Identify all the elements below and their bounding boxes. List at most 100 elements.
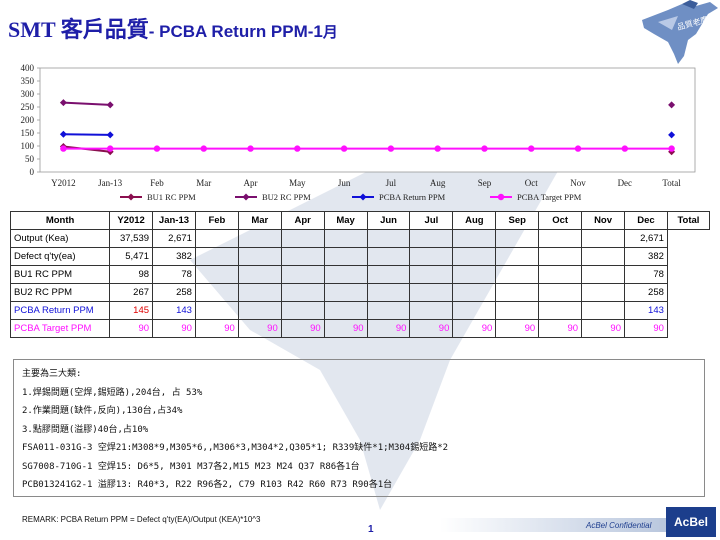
table-cell bbox=[409, 265, 454, 284]
table-cell bbox=[452, 265, 497, 284]
table-cell bbox=[280, 247, 325, 266]
table-cell: 37,539 bbox=[109, 229, 154, 248]
remark-text: REMARK: PCBA Return PPM = Defect q'ty(EA… bbox=[22, 515, 261, 524]
legend-label: BU2 RC PPM bbox=[262, 192, 311, 202]
table-cell bbox=[409, 283, 454, 302]
data-point bbox=[242, 193, 250, 201]
table-cell: 382 bbox=[152, 247, 196, 266]
table-cell bbox=[194, 229, 239, 248]
series-line bbox=[63, 133, 111, 136]
table-cell: 90 bbox=[581, 319, 625, 338]
table-cell bbox=[280, 229, 325, 248]
table-cell bbox=[237, 301, 282, 320]
data-point bbox=[153, 145, 161, 152]
note-line: 3.點膠問題(溢膠)40台,占10% bbox=[22, 424, 149, 435]
note-line: 2.作業問題(缺件,反向),130台,占34% bbox=[22, 406, 183, 416]
ppm-table: Month Y2012 Jan-13 Feb Mar Apr May Jun Jul Aug Sep… bbox=[9, 211, 711, 338]
data-point bbox=[528, 145, 535, 152]
x-tick-label: Apr bbox=[244, 178, 258, 188]
series-pcba-return-ppm bbox=[59, 130, 676, 139]
x-tick-label: Total bbox=[662, 178, 681, 188]
data-point bbox=[574, 145, 582, 152]
table-cell bbox=[194, 283, 239, 302]
y-tick-label: 150 bbox=[21, 128, 35, 138]
line-chart: 400 350 300 250 200 150 100 50 0 Y2012 Jan-13 Feb M… bbox=[21, 63, 696, 202]
table-cell bbox=[452, 283, 497, 302]
table-cell bbox=[366, 247, 411, 266]
series-bu2-rc-ppm bbox=[59, 99, 676, 109]
table-row: PCBA Return PPM 145 143 143 bbox=[9, 301, 710, 320]
data-point bbox=[59, 130, 67, 138]
table-cell bbox=[538, 265, 583, 284]
table-row: BU1 RC PPM 98 78 78 bbox=[9, 265, 710, 284]
table-cell: 90 bbox=[366, 319, 411, 338]
table-cell: 2,671 bbox=[152, 229, 196, 248]
x-tick-label: Feb bbox=[150, 178, 164, 188]
y-tick-label: 250 bbox=[21, 102, 35, 112]
data-point bbox=[668, 101, 676, 109]
column-header: Apr bbox=[280, 211, 325, 230]
page-title: SMT 客戶品質- PCBA Return PPM-1月 bbox=[8, 12, 338, 44]
table-row: Defect q'ty(ea) 5,471 382 382 bbox=[9, 247, 710, 266]
table-row: BU2 RC PPM 267 258 258 bbox=[9, 283, 710, 302]
table-cell bbox=[237, 265, 282, 284]
table-cell bbox=[581, 301, 625, 320]
table-cell: 90 bbox=[152, 319, 196, 338]
table-cell: 145 bbox=[109, 301, 154, 320]
table-cell bbox=[323, 229, 368, 248]
table-cell bbox=[538, 283, 583, 302]
table-cell bbox=[366, 283, 411, 302]
column-header: Dec bbox=[624, 211, 668, 230]
table-cell bbox=[581, 229, 625, 248]
table-cell bbox=[237, 247, 282, 266]
data-point bbox=[200, 145, 207, 152]
table-cell: 90 bbox=[194, 319, 239, 338]
table-cell bbox=[323, 265, 368, 284]
data-point bbox=[247, 145, 254, 152]
eagle-logo-icon: 品質老鷹 bbox=[642, 0, 718, 64]
x-tick-label: Mar bbox=[196, 178, 211, 188]
table-cell bbox=[495, 283, 540, 302]
y-tick-label: 100 bbox=[21, 141, 35, 151]
confidential-label: AcBel Confidential bbox=[586, 521, 652, 530]
legend-label: BU1 RC PPM bbox=[147, 192, 196, 202]
table-cell bbox=[194, 247, 239, 266]
table-cell: 143 bbox=[152, 301, 196, 320]
note-line: SG7008-710G-1 空焊15: D6*5, M301 M37各2,M15… bbox=[22, 461, 360, 472]
data-point bbox=[340, 145, 348, 152]
data-point bbox=[497, 193, 505, 201]
column-header: Nov bbox=[581, 211, 625, 230]
column-header: Mar bbox=[237, 211, 282, 230]
row-label: Output (Kea) bbox=[9, 229, 111, 248]
x-tick-label: Sep bbox=[478, 178, 492, 188]
table-cell: 90 bbox=[538, 319, 583, 338]
table-header-row: Month Y2012 Jan-13 Feb Mar Apr May Jun Jul Aug Sep… bbox=[9, 211, 711, 230]
y-tick-label: 400 bbox=[21, 63, 35, 73]
acbel-logo: AcBel bbox=[666, 507, 716, 537]
column-header: May bbox=[323, 211, 368, 230]
data-point bbox=[668, 145, 675, 152]
column-header: Jan-13 bbox=[152, 211, 196, 230]
table-cell bbox=[280, 283, 325, 302]
x-tick-label: Y2012 bbox=[51, 178, 76, 188]
table-cell bbox=[495, 265, 540, 284]
column-header: Jun bbox=[366, 211, 411, 230]
table-cell: 90 bbox=[109, 319, 154, 338]
table-cell bbox=[194, 265, 239, 284]
footer-band bbox=[440, 518, 670, 532]
data-point bbox=[106, 131, 114, 139]
data-point bbox=[106, 101, 114, 109]
series-line bbox=[63, 101, 111, 106]
title-main: SMT 客戶品質 bbox=[8, 17, 149, 42]
x-tick-label: Jan-13 bbox=[98, 178, 122, 188]
series-pcba-target-ppm bbox=[60, 145, 675, 152]
table-cell: 78 bbox=[152, 265, 196, 284]
note-line: PCB013241G2-1 溢膠13: R40*3, R22 R96各2, C7… bbox=[22, 480, 393, 490]
column-header: Oct bbox=[538, 211, 583, 230]
data-point bbox=[387, 145, 395, 152]
y-tick-label: 200 bbox=[21, 115, 35, 125]
x-tick-label: May bbox=[289, 178, 306, 188]
table-cell: 90 bbox=[409, 319, 454, 338]
table-cell bbox=[323, 247, 368, 266]
legend-label: PCBA Return PPM bbox=[379, 192, 446, 202]
